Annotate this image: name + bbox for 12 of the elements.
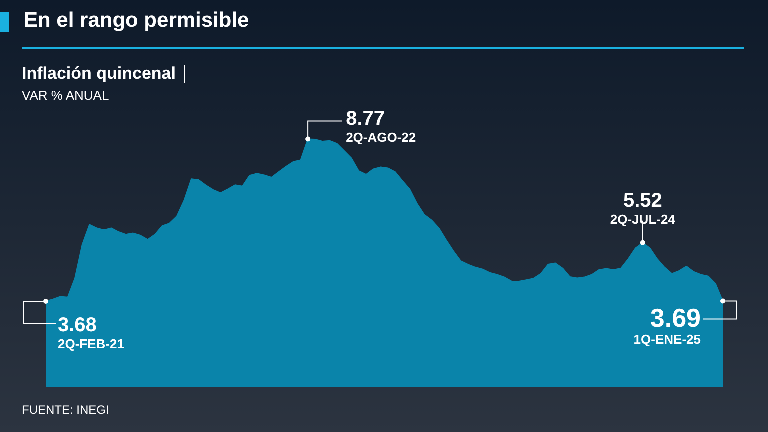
annotation: 1Q-ENE-25 bbox=[634, 332, 701, 348]
y-axis-title: VAR % ANUAL bbox=[22, 88, 110, 103]
annotation: 2Q-FEB-21 bbox=[58, 336, 124, 352]
chart-title: En el rango permisible bbox=[24, 9, 250, 33]
data-label: 5.52 bbox=[623, 190, 662, 212]
chart-subtitle: Inflación quincenal bbox=[22, 64, 176, 84]
data-label: 3.69 bbox=[650, 303, 701, 334]
data-label: 8.77 bbox=[346, 108, 385, 130]
annotation: 2Q-AGO-22 bbox=[346, 130, 416, 146]
annotation: FUENTE: INEGI bbox=[22, 403, 110, 417]
annotation: 2Q-JUL-24 bbox=[610, 212, 676, 227]
data-label: 3.68 bbox=[58, 314, 97, 337]
